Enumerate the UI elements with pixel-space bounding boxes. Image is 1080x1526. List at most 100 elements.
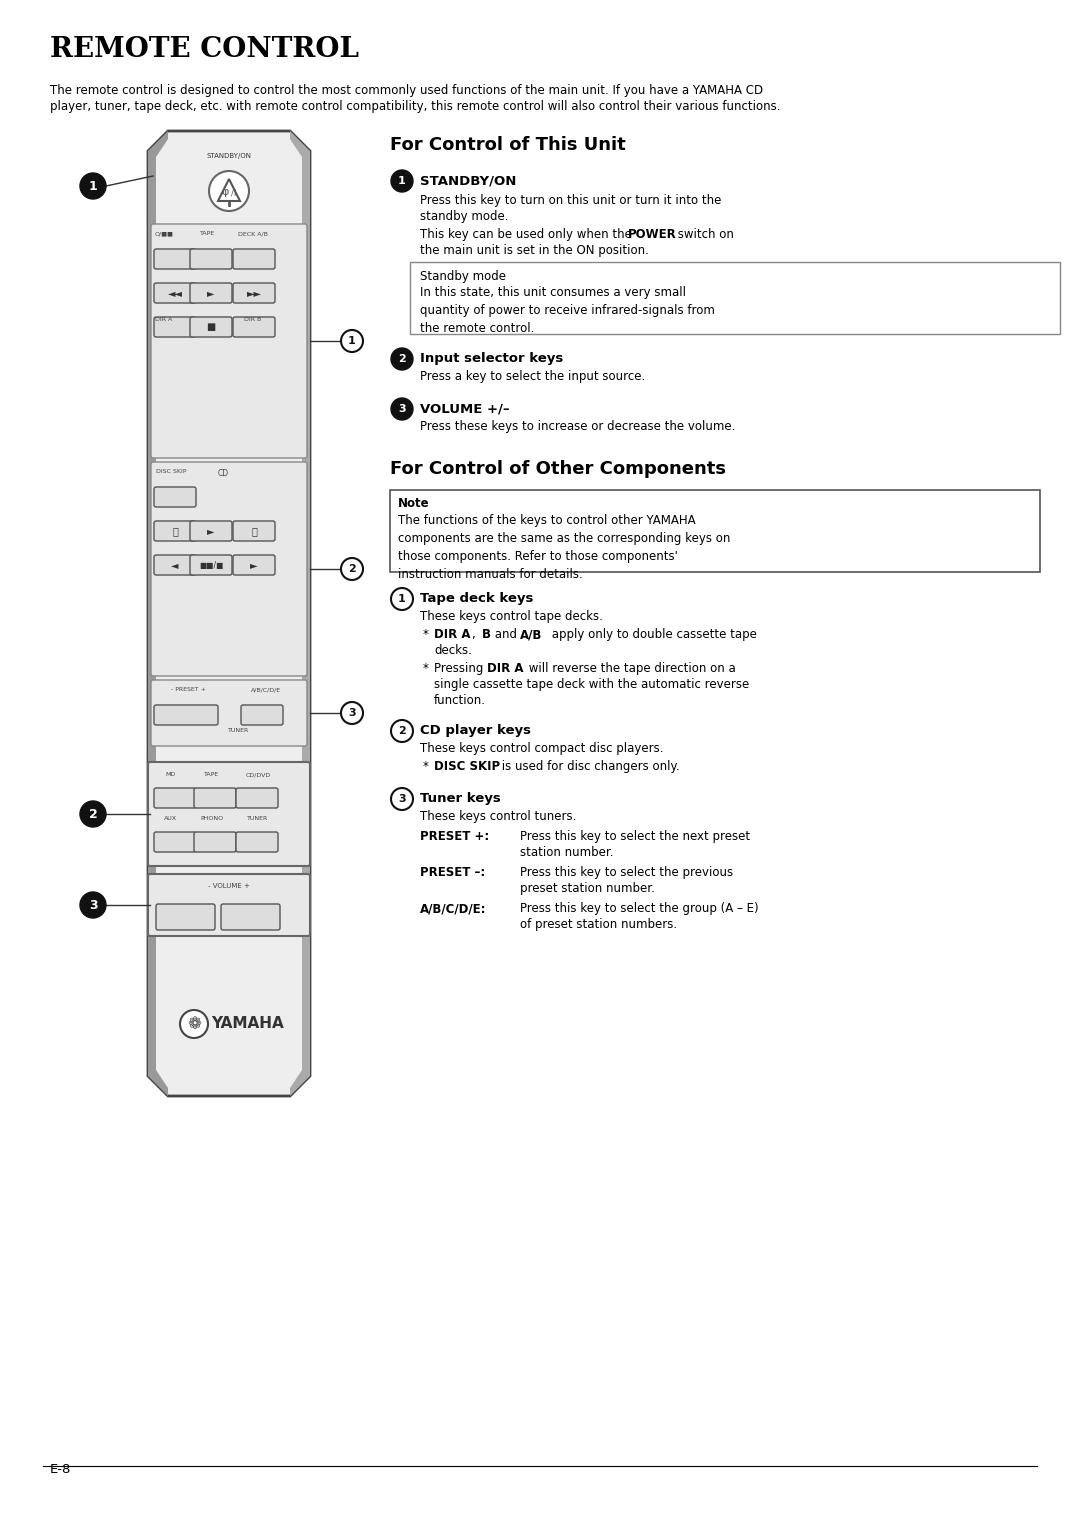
Circle shape	[80, 893, 106, 919]
Text: Note: Note	[399, 497, 430, 510]
FancyBboxPatch shape	[233, 282, 275, 304]
Text: DIR B: DIR B	[244, 317, 261, 322]
Text: ❁: ❁	[187, 1015, 201, 1033]
Text: 3: 3	[89, 899, 97, 911]
Text: standby mode.: standby mode.	[420, 211, 509, 223]
FancyBboxPatch shape	[151, 462, 307, 676]
FancyBboxPatch shape	[154, 520, 195, 542]
Text: VOLUME +/–: VOLUME +/–	[420, 401, 510, 415]
FancyBboxPatch shape	[156, 903, 215, 929]
Text: apply only to double cassette tape: apply only to double cassette tape	[548, 629, 757, 641]
Text: 1: 1	[399, 594, 406, 604]
Polygon shape	[291, 131, 310, 1096]
Text: B: B	[482, 629, 491, 641]
Text: A/B: A/B	[519, 629, 542, 641]
Text: TUNER: TUNER	[247, 816, 269, 821]
Text: /I: /I	[231, 188, 237, 197]
Text: *: *	[423, 760, 429, 774]
Polygon shape	[148, 131, 310, 1096]
FancyBboxPatch shape	[233, 317, 275, 337]
Text: 2: 2	[348, 565, 356, 574]
Text: *: *	[423, 662, 429, 674]
FancyBboxPatch shape	[190, 282, 232, 304]
Text: Press a key to select the input source.: Press a key to select the input source.	[420, 369, 645, 383]
FancyBboxPatch shape	[190, 249, 232, 269]
Text: DECK A/B: DECK A/B	[238, 230, 268, 237]
FancyBboxPatch shape	[154, 249, 195, 269]
Text: These keys control tuners.: These keys control tuners.	[420, 810, 577, 823]
Circle shape	[180, 1010, 208, 1038]
Text: In this state, this unit consumes a very small
quantity of power to receive infr: In this state, this unit consumes a very…	[420, 285, 715, 336]
FancyBboxPatch shape	[148, 761, 310, 865]
Text: ◄: ◄	[172, 560, 179, 571]
Text: CD/DVD: CD/DVD	[245, 772, 271, 777]
Text: These keys control compact disc players.: These keys control compact disc players.	[420, 742, 663, 755]
FancyBboxPatch shape	[148, 874, 310, 935]
Text: - VOLUME +: - VOLUME +	[208, 884, 249, 890]
Text: ,: ,	[472, 629, 480, 641]
FancyBboxPatch shape	[154, 555, 195, 575]
Text: Input selector keys: Input selector keys	[420, 353, 564, 365]
FancyBboxPatch shape	[154, 282, 195, 304]
Circle shape	[391, 720, 413, 742]
FancyBboxPatch shape	[410, 262, 1059, 334]
Circle shape	[80, 172, 106, 198]
Text: the main unit is set in the ON position.: the main unit is set in the ON position.	[420, 244, 649, 256]
Text: ⏭: ⏭	[251, 526, 257, 536]
Text: φ: φ	[221, 188, 229, 197]
Text: ◄◄: ◄◄	[167, 288, 183, 298]
Circle shape	[341, 330, 363, 353]
Text: single cassette tape deck with the automatic reverse: single cassette tape deck with the autom…	[434, 678, 750, 691]
Text: decks.: decks.	[434, 644, 472, 658]
Text: Press this key to turn on this unit or turn it into the: Press this key to turn on this unit or t…	[420, 194, 721, 208]
Circle shape	[391, 588, 413, 610]
Text: ■: ■	[206, 322, 216, 333]
FancyBboxPatch shape	[154, 317, 195, 337]
Text: PHONO: PHONO	[201, 816, 224, 821]
Text: 1: 1	[399, 175, 406, 186]
Text: 2: 2	[89, 807, 97, 821]
Text: MD: MD	[165, 772, 175, 777]
Text: TAPE: TAPE	[201, 230, 216, 237]
Text: PRESET –:: PRESET –:	[420, 865, 485, 879]
Text: YAMAHA: YAMAHA	[211, 1016, 284, 1032]
Text: Standby mode: Standby mode	[420, 270, 507, 282]
Text: of preset station numbers.: of preset station numbers.	[519, 919, 677, 931]
Circle shape	[341, 702, 363, 723]
Polygon shape	[148, 131, 168, 1096]
Text: 3: 3	[399, 404, 406, 414]
FancyBboxPatch shape	[194, 832, 237, 852]
Text: *: *	[423, 629, 429, 641]
Text: - PRESET +: - PRESET +	[171, 687, 205, 691]
Text: This key can be used only when the: This key can be used only when the	[420, 227, 636, 241]
FancyBboxPatch shape	[190, 520, 232, 542]
Text: Pressing: Pressing	[434, 662, 487, 674]
Text: STANDBY/ON: STANDBY/ON	[206, 153, 252, 159]
Text: player, tuner, tape deck, etc. with remote control compatibility, this remote co: player, tuner, tape deck, etc. with remo…	[50, 101, 781, 113]
Text: ►: ►	[207, 526, 215, 536]
Text: 1: 1	[89, 180, 97, 192]
Text: DISC SKIP: DISC SKIP	[156, 468, 186, 475]
Text: ►►: ►►	[246, 288, 261, 298]
FancyBboxPatch shape	[221, 903, 280, 929]
Circle shape	[391, 169, 413, 192]
Text: DIR A: DIR A	[156, 317, 173, 322]
Text: STANDBY/ON: STANDBY/ON	[420, 174, 516, 188]
FancyBboxPatch shape	[390, 490, 1040, 572]
Text: and: and	[491, 629, 521, 641]
Text: E-8: E-8	[50, 1463, 71, 1476]
Text: POWER: POWER	[627, 227, 677, 241]
FancyBboxPatch shape	[154, 705, 218, 725]
Text: Tape deck keys: Tape deck keys	[420, 592, 534, 604]
Text: CD: CD	[217, 468, 229, 478]
Circle shape	[210, 171, 249, 211]
Text: A/B/C/D/E:: A/B/C/D/E:	[420, 902, 486, 916]
Text: AUX: AUX	[163, 816, 176, 821]
Text: ⏮: ⏮	[172, 526, 178, 536]
FancyBboxPatch shape	[154, 832, 195, 852]
Text: TAPE: TAPE	[204, 772, 219, 777]
Text: function.: function.	[434, 694, 486, 707]
FancyBboxPatch shape	[151, 224, 307, 458]
FancyBboxPatch shape	[190, 317, 232, 337]
FancyBboxPatch shape	[151, 681, 307, 746]
